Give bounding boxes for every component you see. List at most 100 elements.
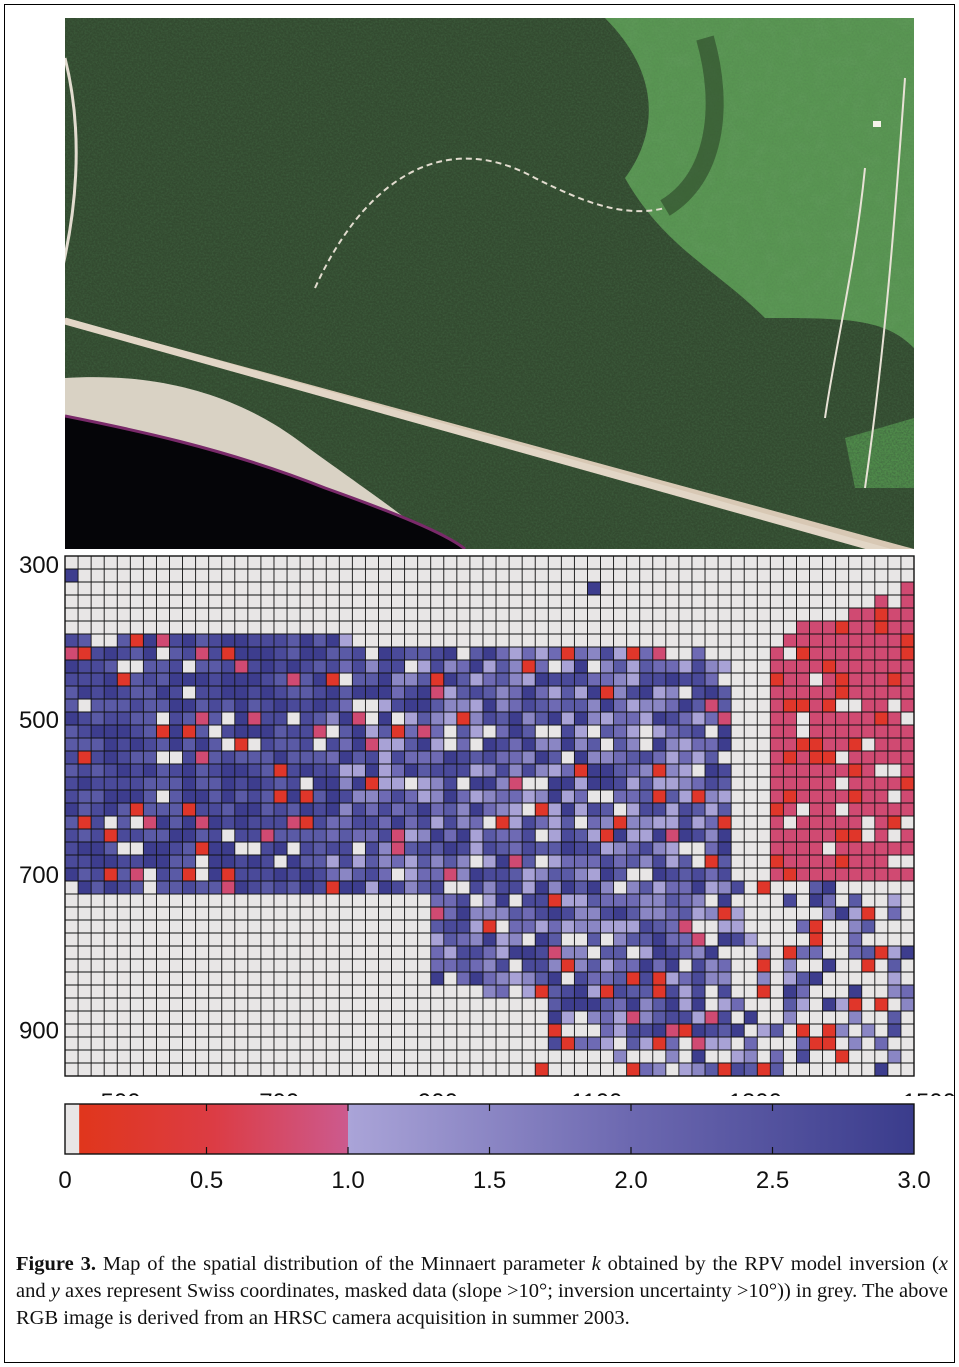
heatmap-cell <box>496 764 510 777</box>
heatmap-cell <box>626 764 640 777</box>
heatmap-cell <box>900 660 914 673</box>
heatmap-cell <box>770 816 784 829</box>
heatmap-cell <box>143 751 157 764</box>
heatmap-cell <box>352 881 366 894</box>
heatmap-cell <box>326 790 340 803</box>
heatmap-cell <box>117 673 131 686</box>
heatmap-cell <box>104 686 118 699</box>
heatmap-cell <box>535 920 549 933</box>
heatmap-cell <box>234 855 248 868</box>
heatmap-cell <box>626 907 640 920</box>
heatmap-cell <box>208 673 222 686</box>
heatmap-cell <box>887 647 901 660</box>
heatmap-cell <box>809 660 823 673</box>
heatmap-cell <box>91 790 105 803</box>
heatmap-cell <box>535 738 549 751</box>
heatmap-cell <box>182 816 196 829</box>
heatmap-cell <box>273 803 288 816</box>
heatmap-cell <box>78 842 92 855</box>
heatmap-cell <box>456 855 470 868</box>
heatmap-cell <box>705 777 719 790</box>
heatmap-cell <box>273 816 288 829</box>
heatmap-cell <box>809 647 823 660</box>
heatmap-cell <box>613 686 627 699</box>
heatmap-cell <box>874 686 888 699</box>
heatmap-cell <box>561 764 575 777</box>
heatmap-cell <box>665 972 679 985</box>
heatmap-cell <box>796 660 810 673</box>
heatmap-cell <box>287 699 301 712</box>
heatmap-cell <box>705 712 719 725</box>
heatmap-cell <box>365 777 379 790</box>
heatmap-cell <box>822 725 836 738</box>
heatmap-cell <box>600 972 614 985</box>
heatmap-cell <box>587 647 601 660</box>
heatmap-cell <box>443 946 457 959</box>
heatmap-cell <box>613 1024 627 1037</box>
heatmap-cell <box>744 1063 758 1076</box>
heatmap-cell <box>887 712 901 725</box>
heatmap-cell <box>587 816 601 829</box>
heatmap-cell <box>430 660 444 673</box>
heatmap-cell <box>443 803 457 816</box>
heatmap-cell <box>548 829 562 842</box>
heatmap-cell <box>587 855 601 868</box>
heatmap-cell <box>247 699 261 712</box>
heatmap-cell <box>273 842 288 855</box>
heatmap-cell <box>117 764 131 777</box>
heatmap-cell <box>691 738 706 751</box>
heatmap-cell <box>770 868 784 881</box>
heatmap-cell <box>652 712 666 725</box>
heatmap-cell <box>104 673 118 686</box>
heatmap-cell <box>469 829 483 842</box>
heatmap-cell <box>600 1024 614 1037</box>
heatmap-cell <box>195 712 209 725</box>
heatmap-cell <box>469 764 483 777</box>
heatmap-cell <box>665 699 679 712</box>
heatmap-cell <box>561 777 575 790</box>
heatmap-cell <box>652 660 666 673</box>
heatmap-cell <box>705 816 719 829</box>
heatmap-cell <box>796 1024 810 1037</box>
heatmap-cell <box>91 712 105 725</box>
heatmap-cell <box>247 777 261 790</box>
heatmap-cell <box>104 764 118 777</box>
heatmap-cell <box>430 829 444 842</box>
heatmap-cell <box>195 803 209 816</box>
heatmap-cell <box>600 803 614 816</box>
heatmap-cell <box>287 868 301 881</box>
heatmap-cell <box>247 673 261 686</box>
heatmap-cell <box>587 972 601 985</box>
heatmap-cell <box>509 816 523 829</box>
heatmap-cell <box>691 907 706 920</box>
heatmap-cell <box>848 673 862 686</box>
heatmap-cell <box>482 829 497 842</box>
heatmap-cell <box>705 803 719 816</box>
heatmap-cell <box>208 842 222 855</box>
heatmap-cell <box>221 816 235 829</box>
heatmap-cell <box>247 751 261 764</box>
heatmap-grid <box>64 555 915 1077</box>
heatmap-cell <box>260 829 274 842</box>
heatmap-cell <box>456 738 470 751</box>
heatmap-cell <box>143 842 157 855</box>
heatmap-cell <box>443 816 457 829</box>
heatmap-cell <box>378 842 392 855</box>
heatmap-cell <box>130 829 144 842</box>
heatmap-cell <box>639 790 653 803</box>
heatmap-cell <box>718 803 732 816</box>
heatmap-cell <box>574 972 588 985</box>
heatmap-cell <box>639 946 653 959</box>
heatmap-cell <box>378 816 392 829</box>
heatmap-cell <box>574 842 588 855</box>
heatmap-cell <box>365 725 379 738</box>
heatmap-cell <box>600 946 614 959</box>
heatmap-cell <box>652 738 666 751</box>
heatmap-cell <box>91 647 105 660</box>
heatmap-cell <box>574 725 588 738</box>
heatmap-cell <box>482 712 497 725</box>
heatmap-cell <box>273 751 288 764</box>
heatmap-cell <box>260 790 274 803</box>
heatmap-cell <box>600 686 614 699</box>
heatmap-cell <box>600 1037 614 1050</box>
